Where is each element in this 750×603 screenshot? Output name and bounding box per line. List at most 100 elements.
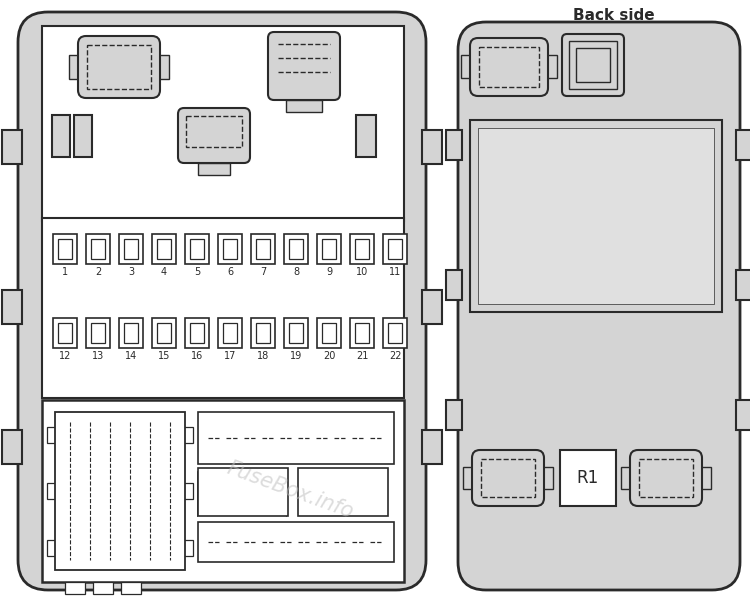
Text: 17: 17 xyxy=(224,351,236,361)
Bar xyxy=(42,26,404,221)
FancyBboxPatch shape xyxy=(78,36,160,98)
Bar xyxy=(350,318,374,348)
Bar xyxy=(223,239,237,259)
Bar xyxy=(91,323,105,343)
Bar xyxy=(186,116,242,147)
Bar xyxy=(322,239,336,259)
Bar xyxy=(218,234,242,264)
Bar xyxy=(388,323,402,343)
Bar xyxy=(576,48,610,82)
Bar xyxy=(198,163,230,175)
Bar xyxy=(736,130,750,160)
Bar xyxy=(190,323,204,343)
Bar xyxy=(198,522,394,562)
Bar xyxy=(2,130,22,164)
Bar xyxy=(700,467,711,489)
Bar xyxy=(198,472,286,516)
Bar xyxy=(86,318,110,348)
Bar xyxy=(190,239,204,259)
Bar xyxy=(65,582,85,594)
Bar xyxy=(560,450,616,506)
Bar xyxy=(463,467,474,489)
Bar xyxy=(388,239,402,259)
Bar xyxy=(69,55,80,79)
Text: 21: 21 xyxy=(356,351,368,361)
Bar xyxy=(478,128,714,304)
Text: 8: 8 xyxy=(293,267,299,277)
Text: 18: 18 xyxy=(256,351,269,361)
Bar xyxy=(446,400,462,430)
Bar xyxy=(422,290,442,324)
Bar xyxy=(546,55,557,78)
Bar xyxy=(736,400,750,430)
Bar xyxy=(121,582,141,594)
Text: 9: 9 xyxy=(326,267,332,277)
Bar xyxy=(461,55,472,78)
FancyBboxPatch shape xyxy=(18,12,426,590)
Bar xyxy=(256,239,270,259)
Bar xyxy=(157,239,171,259)
Bar xyxy=(124,323,138,343)
Text: 16: 16 xyxy=(190,351,203,361)
FancyBboxPatch shape xyxy=(268,32,340,100)
Bar xyxy=(256,323,270,343)
Bar xyxy=(446,130,462,160)
Bar xyxy=(183,540,193,556)
Bar xyxy=(183,427,193,443)
Bar xyxy=(542,467,553,489)
Bar xyxy=(569,41,617,89)
Bar xyxy=(286,100,322,112)
Bar xyxy=(53,318,77,348)
Text: 1: 1 xyxy=(62,267,68,277)
Bar xyxy=(93,582,113,594)
Bar xyxy=(52,115,70,157)
Bar xyxy=(639,459,693,497)
Bar xyxy=(42,218,404,398)
Bar xyxy=(87,45,151,89)
Bar xyxy=(383,234,407,264)
Bar xyxy=(58,323,72,343)
Bar xyxy=(289,323,303,343)
Bar xyxy=(218,318,242,348)
Bar xyxy=(198,506,286,550)
Bar xyxy=(152,318,176,348)
Bar xyxy=(47,483,57,499)
Text: Back side: Back side xyxy=(573,8,655,23)
Bar xyxy=(317,318,341,348)
Bar xyxy=(322,323,336,343)
Text: 5: 5 xyxy=(194,267,200,277)
Bar xyxy=(2,430,22,464)
Text: FuseBox.info: FuseBox.info xyxy=(224,458,356,522)
Text: 2: 2 xyxy=(94,267,101,277)
Bar xyxy=(124,239,138,259)
Bar xyxy=(185,234,209,264)
Text: 15: 15 xyxy=(158,351,170,361)
Bar xyxy=(152,234,176,264)
FancyBboxPatch shape xyxy=(470,38,548,96)
Bar xyxy=(55,412,185,570)
Bar xyxy=(422,130,442,164)
Text: 4: 4 xyxy=(161,267,167,277)
Text: 11: 11 xyxy=(388,267,401,277)
Bar xyxy=(298,468,388,516)
Bar xyxy=(185,318,209,348)
Bar xyxy=(621,467,632,489)
Text: 3: 3 xyxy=(128,267,134,277)
FancyBboxPatch shape xyxy=(630,450,702,506)
Bar xyxy=(42,400,404,582)
Bar xyxy=(74,115,92,157)
Bar xyxy=(470,120,722,312)
Bar xyxy=(119,318,143,348)
Bar xyxy=(284,318,308,348)
Text: 12: 12 xyxy=(58,351,71,361)
Bar xyxy=(58,239,72,259)
Bar xyxy=(446,270,462,300)
Bar xyxy=(350,234,374,264)
Text: 13: 13 xyxy=(92,351,104,361)
FancyBboxPatch shape xyxy=(472,450,544,506)
FancyBboxPatch shape xyxy=(178,108,250,163)
Bar xyxy=(53,234,77,264)
Bar xyxy=(198,468,288,516)
Bar xyxy=(251,234,275,264)
Text: 22: 22 xyxy=(388,351,401,361)
